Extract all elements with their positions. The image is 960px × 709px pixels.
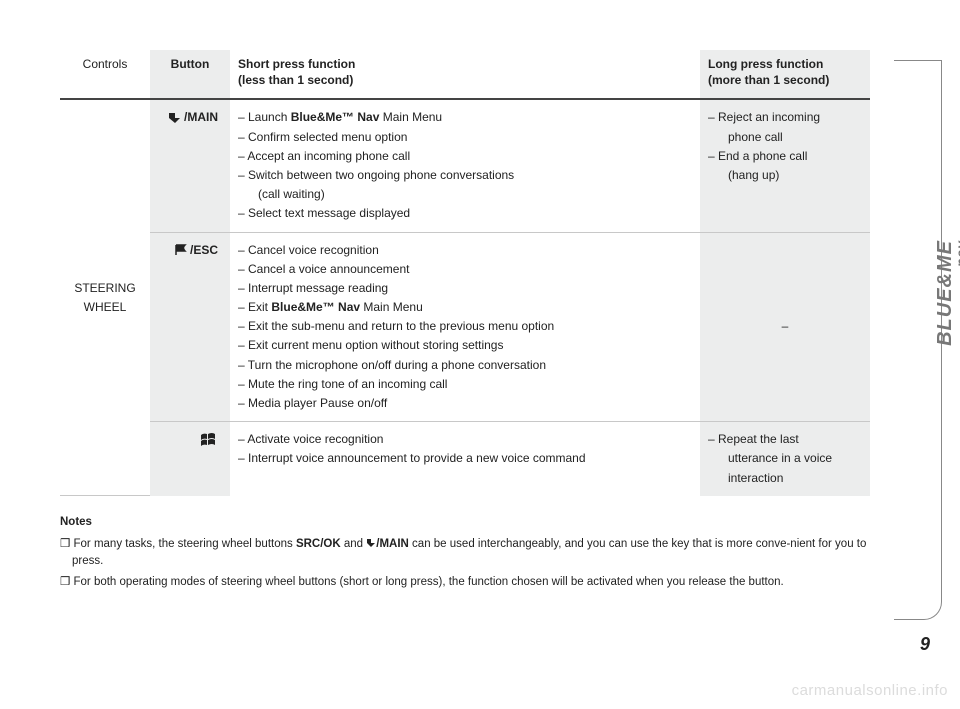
header-button: Button — [150, 50, 230, 99]
page-number: 9 — [920, 634, 930, 655]
button-cell: /ESC — [150, 232, 230, 422]
button-cell: /MAIN — [150, 99, 230, 232]
header-long: Long press function (more than 1 second) — [700, 50, 870, 99]
side-logo: BLUE&ME nav — [934, 240, 960, 346]
note-line: ❒ For many tasks, the steering wheel but… — [60, 536, 870, 571]
button-cell — [150, 422, 230, 496]
controls-table: Controls Button Short press function (le… — [60, 50, 870, 496]
short-press-cell: – Launch Blue&Me™ Nav Main Menu– Confirm… — [230, 99, 700, 232]
header-short: Short press function (less than 1 second… — [230, 50, 700, 99]
header-controls: Controls — [60, 50, 150, 99]
note-line: ❒ For both operating modes of steering w… — [60, 574, 870, 591]
header-short-main: Short press function — [238, 57, 355, 71]
watermark: carmanualsonline.info — [792, 682, 948, 699]
short-press-cell: – Activate voice recognition– Interrupt … — [230, 422, 700, 496]
header-short-sub: (less than 1 second) — [238, 73, 353, 87]
long-press-cell: – — [700, 232, 870, 422]
controls-label-cell: STEERINGWHEEL — [60, 99, 150, 495]
notes-section: Notes ❒ For many tasks, the steering whe… — [60, 514, 870, 591]
short-press-cell: – Cancel voice recognition– Cancel a voi… — [230, 232, 700, 422]
header-long-sub: (more than 1 second) — [708, 73, 829, 87]
header-long-main: Long press function — [708, 57, 823, 71]
notes-title: Notes — [60, 514, 870, 531]
long-press-cell: – Repeat the lastutterance in a voiceint… — [700, 422, 870, 496]
long-press-cell: – Reject an incomingphone call– End a ph… — [700, 99, 870, 232]
